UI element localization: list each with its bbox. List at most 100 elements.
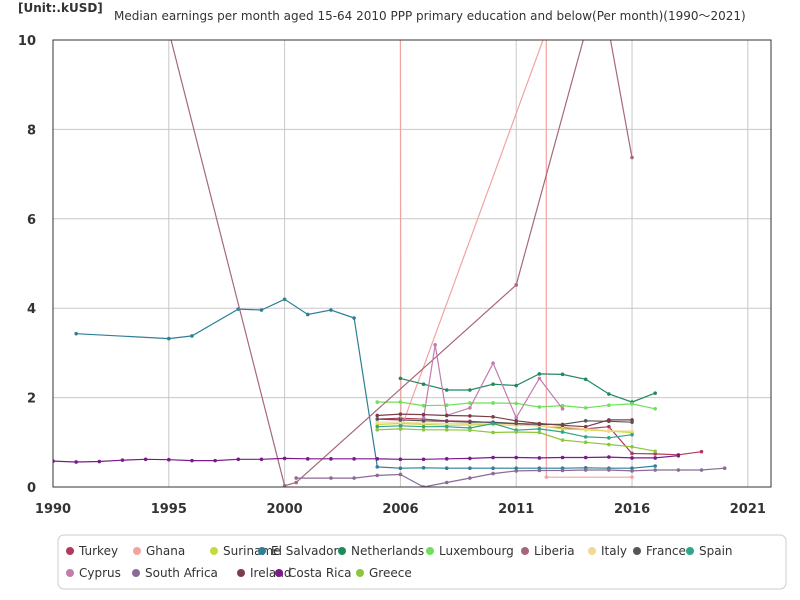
- legend-marker: [132, 569, 140, 577]
- legend-item-liberia[interactable]: Liberia: [521, 544, 575, 558]
- legend-item-spain[interactable]: Spain: [686, 544, 733, 558]
- series-liberia: [170, 40, 634, 487]
- data-point: [213, 458, 217, 463]
- data-point: [607, 428, 611, 433]
- legend-label: Turkey: [78, 544, 118, 558]
- data-point: [630, 444, 634, 449]
- data-point: [444, 424, 449, 429]
- data-point: [630, 432, 634, 437]
- legend-item-italy[interactable]: Italy: [588, 544, 627, 558]
- data-point: [329, 476, 333, 480]
- data-point: [491, 455, 495, 460]
- data-point: [537, 421, 542, 426]
- series-spain: [375, 421, 634, 440]
- legend-item-el-salvador[interactable]: El Salvador: [258, 544, 338, 558]
- data-point: [630, 418, 634, 422]
- data-point: [375, 473, 380, 478]
- data-point: [444, 388, 449, 392]
- data-point: [653, 468, 657, 472]
- legend-marker: [210, 547, 218, 555]
- data-point: [468, 466, 472, 471]
- legend-item-turkey[interactable]: Turkey: [66, 544, 118, 558]
- legend-item-cyprus[interactable]: Cyprus: [66, 566, 121, 580]
- data-point: [329, 308, 333, 312]
- data-point: [653, 406, 657, 411]
- series-line: [53, 455, 679, 463]
- data-point: [630, 451, 634, 456]
- x-tick-label: 1990: [35, 502, 71, 517]
- data-point: [468, 401, 472, 405]
- legend-item-south-africa[interactable]: South Africa: [132, 566, 218, 580]
- data-point: [352, 476, 356, 480]
- legend-item-suriname[interactable]: Suriname: [210, 544, 281, 558]
- legend-marker: [686, 547, 694, 555]
- data-point: [305, 312, 310, 317]
- legend-item-greece[interactable]: Greece: [356, 566, 412, 580]
- data-point: [468, 428, 472, 433]
- data-point: [653, 391, 657, 395]
- data-point: [491, 382, 495, 386]
- data-point: [468, 420, 472, 424]
- data-point: [537, 427, 542, 431]
- data-point: [514, 466, 519, 471]
- data-point: [398, 466, 403, 471]
- data-point: [468, 476, 472, 480]
- data-point: [607, 442, 611, 447]
- series-line: [377, 418, 633, 425]
- data-point: [676, 468, 681, 472]
- legend-item-costa-rica[interactable]: Costa Rica: [275, 566, 351, 580]
- data-point: [514, 401, 519, 406]
- data-point: [305, 457, 310, 461]
- data-point: [167, 457, 171, 462]
- legend-label: Liberia: [534, 544, 575, 558]
- legend-item-ireland[interactable]: Ireland: [237, 566, 292, 580]
- series-line: [377, 421, 633, 432]
- data-point: [468, 414, 472, 418]
- y-tick-label: 8: [27, 123, 36, 138]
- legend-item-luxembourg[interactable]: Luxembourg: [426, 544, 514, 558]
- data-point: [491, 471, 495, 476]
- data-point: [398, 427, 403, 431]
- unit-label: [Unit:.kUSD]: [18, 1, 103, 15]
- data-point: [190, 458, 194, 463]
- data-point: [630, 402, 634, 406]
- data-point: [444, 413, 449, 418]
- data-point: [421, 457, 426, 462]
- data-point: [421, 415, 426, 420]
- data-point: [433, 343, 437, 347]
- x-tick-label: 2016: [614, 502, 650, 517]
- data-point: [514, 455, 519, 460]
- data-point: [544, 475, 549, 479]
- data-point: [514, 430, 519, 434]
- data-point: [560, 406, 565, 411]
- x-tick-label: 2000: [267, 502, 303, 517]
- data-point: [607, 424, 611, 429]
- data-point: [653, 452, 657, 456]
- data-point: [514, 283, 519, 287]
- data-point: [607, 436, 611, 440]
- data-point: [491, 361, 495, 365]
- data-point: [560, 372, 565, 377]
- legend-item-france[interactable]: France: [633, 544, 686, 558]
- data-point: [398, 457, 403, 462]
- data-point: [560, 468, 565, 473]
- data-point: [537, 405, 542, 409]
- data-point: [491, 421, 495, 426]
- series-line: [423, 344, 563, 420]
- data-point: [630, 475, 634, 479]
- series-luxembourg: [375, 400, 657, 411]
- legend-item-netherlands[interactable]: Netherlands: [338, 544, 424, 558]
- legend-label: Costa Rica: [288, 566, 351, 580]
- data-point: [375, 417, 380, 421]
- data-point: [398, 400, 403, 404]
- legend-marker: [66, 547, 74, 555]
- data-point: [294, 480, 298, 485]
- data-point: [282, 483, 287, 487]
- data-point: [514, 421, 519, 426]
- data-point: [630, 466, 634, 471]
- series-ireland: [375, 412, 634, 429]
- data-point: [398, 412, 403, 416]
- legend-item-ghana[interactable]: Ghana: [133, 544, 185, 558]
- plot-frame: [52, 39, 772, 488]
